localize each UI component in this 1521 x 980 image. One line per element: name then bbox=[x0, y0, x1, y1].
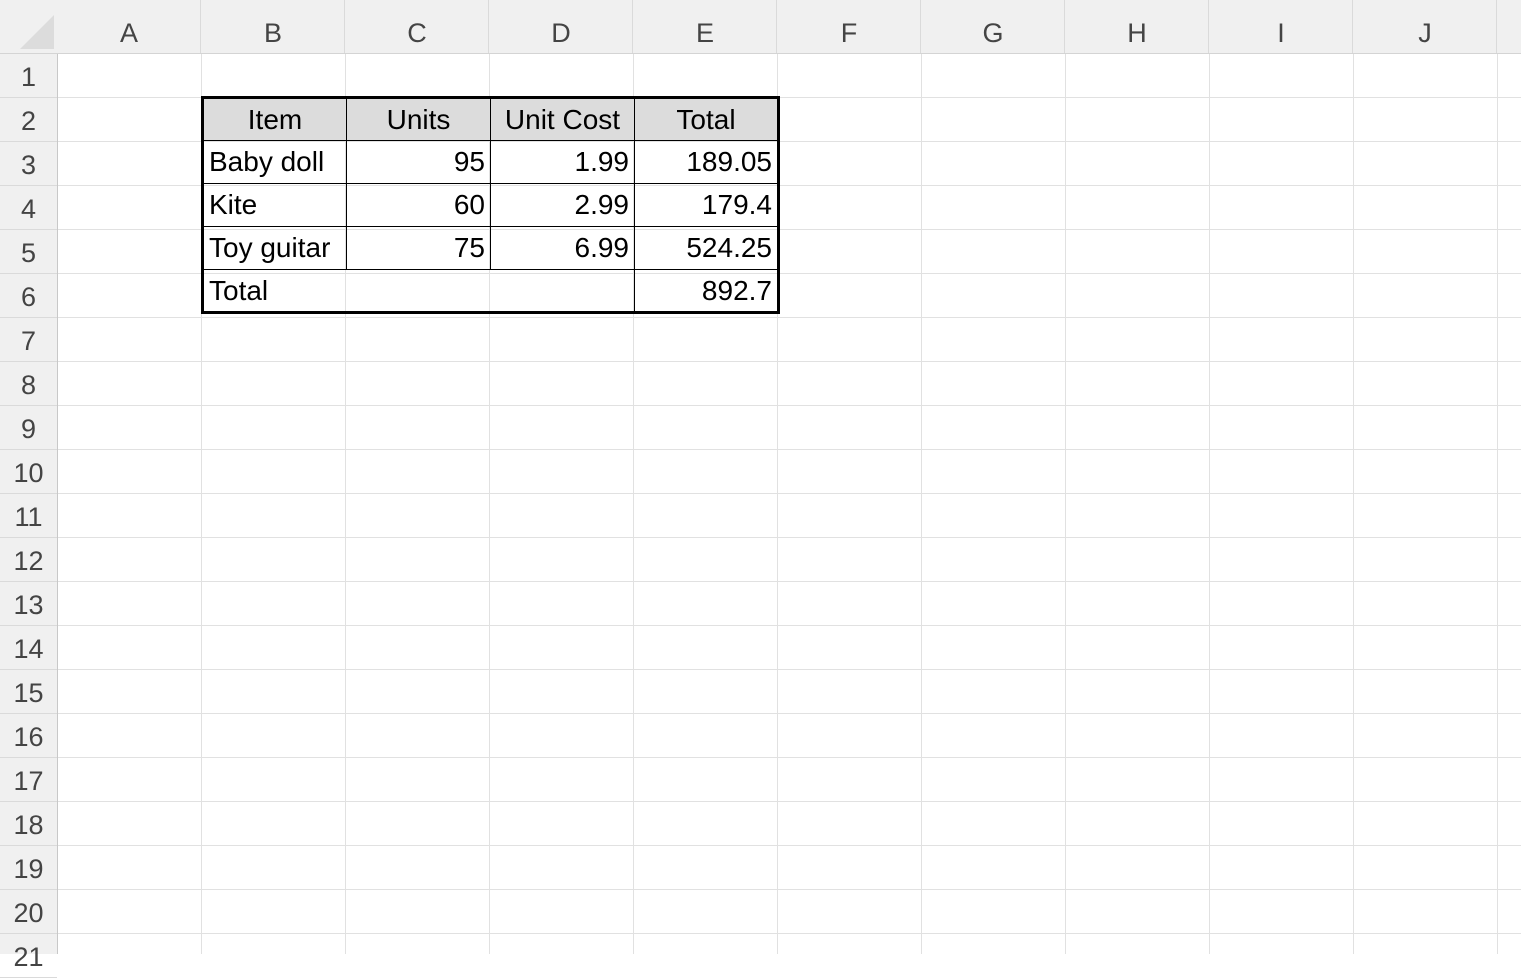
total-label-cell[interactable]: Total bbox=[202, 269, 635, 313]
row-headers: 1 2 3 4 5 6 7 8 9 10 11 12 13 14 15 16 17 18 19 20 21 bbox=[0, 54, 58, 978]
table-row: Baby doll 95 1.99 189.05 bbox=[202, 140, 779, 184]
row-header-10[interactable]: 10 bbox=[0, 450, 57, 494]
select-all-triangle-icon bbox=[20, 15, 54, 49]
column-header-a[interactable]: A bbox=[58, 0, 201, 53]
cell-unit-cost[interactable]: 6.99 bbox=[490, 226, 635, 270]
cell-total[interactable]: 189.05 bbox=[634, 140, 779, 184]
header-total[interactable]: Total bbox=[634, 97, 779, 141]
row-header-1[interactable]: 1 bbox=[0, 54, 57, 98]
column-header-j[interactable]: J bbox=[1354, 0, 1497, 53]
row-header-5[interactable]: 5 bbox=[0, 230, 57, 274]
column-header-c[interactable]: C bbox=[346, 0, 489, 53]
row-header-6[interactable]: 6 bbox=[0, 274, 57, 318]
grand-total-cell[interactable]: 892.7 bbox=[634, 269, 779, 313]
row-header-13[interactable]: 13 bbox=[0, 582, 57, 626]
row-header-12[interactable]: 12 bbox=[0, 538, 57, 582]
header-unit-cost[interactable]: Unit Cost bbox=[490, 97, 635, 141]
row-header-9[interactable]: 9 bbox=[0, 406, 57, 450]
column-header-f[interactable]: F bbox=[778, 0, 921, 53]
row-header-21[interactable]: 21 bbox=[0, 934, 57, 978]
column-header-e[interactable]: E bbox=[634, 0, 777, 53]
row-header-17[interactable]: 17 bbox=[0, 758, 57, 802]
header-item[interactable]: Item bbox=[202, 97, 347, 141]
row-header-3[interactable]: 3 bbox=[0, 142, 57, 186]
row-header-2[interactable]: 2 bbox=[0, 98, 57, 142]
row-header-18[interactable]: 18 bbox=[0, 802, 57, 846]
select-all-button[interactable] bbox=[0, 0, 57, 53]
row-header-8[interactable]: 8 bbox=[0, 362, 57, 406]
cell-units[interactable]: 95 bbox=[346, 140, 491, 184]
row-header-4[interactable]: 4 bbox=[0, 186, 57, 230]
row-header-11[interactable]: 11 bbox=[0, 494, 57, 538]
row-header-20[interactable]: 20 bbox=[0, 890, 57, 934]
row-header-19[interactable]: 19 bbox=[0, 846, 57, 890]
cell-units[interactable]: 75 bbox=[346, 226, 491, 270]
cell-unit-cost[interactable]: 2.99 bbox=[490, 183, 635, 227]
row-header-7[interactable]: 7 bbox=[0, 318, 57, 362]
cell-item[interactable]: Toy guitar bbox=[202, 226, 347, 270]
table-total-row: Total 892.7 bbox=[202, 269, 779, 313]
data-table: Item Units Unit Cost Total Baby doll 95 … bbox=[201, 96, 780, 314]
row-header-15[interactable]: 15 bbox=[0, 670, 57, 714]
table-row: Kite 60 2.99 179.4 bbox=[202, 183, 779, 227]
cell-total[interactable]: 524.25 bbox=[634, 226, 779, 270]
row-header-14[interactable]: 14 bbox=[0, 626, 57, 670]
cell-unit-cost[interactable]: 1.99 bbox=[490, 140, 635, 184]
column-header-b[interactable]: B bbox=[202, 0, 345, 53]
cell-item[interactable]: Baby doll bbox=[202, 140, 347, 184]
cell-total[interactable]: 179.4 bbox=[634, 183, 779, 227]
column-header-h[interactable]: H bbox=[1066, 0, 1209, 53]
header-units[interactable]: Units bbox=[346, 97, 491, 141]
column-header-g[interactable]: G bbox=[922, 0, 1065, 53]
column-header-d[interactable]: D bbox=[490, 0, 633, 53]
table-header-row: Item Units Unit Cost Total bbox=[202, 97, 779, 141]
row-header-16[interactable]: 16 bbox=[0, 714, 57, 758]
cell-item[interactable]: Kite bbox=[202, 183, 347, 227]
column-header-i[interactable]: I bbox=[1210, 0, 1353, 53]
table-row: Toy guitar 75 6.99 524.25 bbox=[202, 226, 779, 270]
cell-units[interactable]: 60 bbox=[346, 183, 491, 227]
